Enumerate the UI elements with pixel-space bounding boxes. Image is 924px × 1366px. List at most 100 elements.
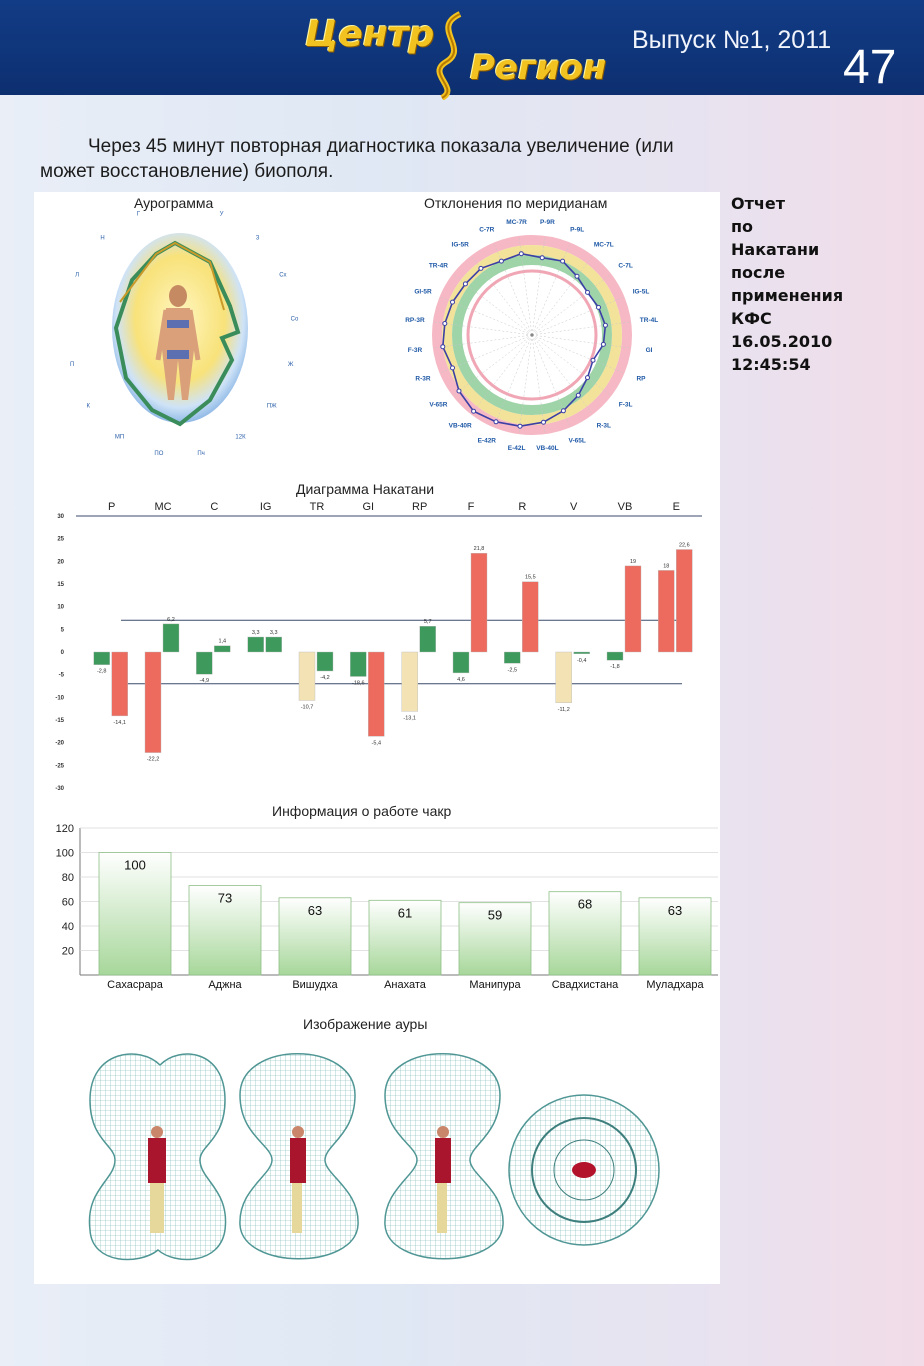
radar-label: VB-40L: [536, 445, 558, 452]
nakatani-value-label: -14,1: [113, 720, 126, 726]
chakra-ytick: 40: [62, 921, 74, 933]
nakatani-category: VB: [618, 501, 633, 513]
issue-label: Выпуск №1, 2011: [632, 26, 832, 54]
radar-label: F-3R: [408, 347, 423, 354]
chakra-value-label: 68: [578, 897, 592, 912]
nakatani-value-label: -4,2: [320, 675, 329, 681]
radar-point: [462, 281, 468, 287]
radar-label: RP-3R: [405, 317, 425, 324]
nakatani-ytick: 15: [57, 582, 64, 588]
auragram-label: Пч: [197, 451, 204, 457]
aura-images: [88, 1053, 660, 1261]
radar-point: [471, 408, 477, 414]
radar-label: TR-4L: [640, 317, 658, 324]
nakatani-value-label: -0,4: [577, 658, 586, 664]
nakatani-bar: [111, 651, 128, 717]
radar-point: [585, 375, 590, 381]
intro-paragraph: Через 45 минут повторная диагностика пок…: [40, 136, 674, 182]
radar-label: IG-5R: [452, 242, 470, 249]
radar-point: [450, 365, 455, 371]
radar-label: C-7R: [479, 227, 494, 234]
nakatani-value-label: -10,7: [301, 705, 314, 711]
nakatani-value-label: 5,7: [424, 619, 432, 625]
chakra-category: Свадхистана: [552, 979, 619, 991]
radar-ring-mid: [442, 245, 622, 425]
aura-outline-gold: [119, 241, 225, 311]
nakatani-bar: [452, 651, 470, 674]
chakra-ytick: 80: [62, 872, 74, 884]
nakatani-bar: [470, 553, 488, 653]
chakra-title: Информация о работе чакр: [272, 803, 452, 819]
nakatani-bar: [144, 651, 162, 753]
auragram-label: У: [220, 211, 224, 217]
logo-word-center: Центр: [305, 14, 435, 55]
radar-label: GI-5R: [414, 288, 432, 295]
radar-point: [575, 392, 581, 398]
radar-point: [456, 388, 462, 394]
nakatani-value-label: -4,9: [200, 678, 209, 684]
nakatani-value-label: 21,8: [474, 546, 485, 552]
radar-point: [493, 419, 499, 425]
radar-label: E-42R: [478, 437, 497, 444]
nakatani-value-label: -13,1: [403, 715, 416, 721]
nakatani-bar: [419, 625, 436, 653]
auragram-label: Н: [100, 236, 104, 242]
chakra-chart: 20 40 60 80 100 120 100 Сахасрара 73 Аджна 63 Вишуд…: [56, 823, 718, 991]
nakatani-category: IG: [260, 501, 272, 513]
chakra-category: Сахасрара: [107, 979, 164, 991]
auragram-label: 12К: [235, 434, 246, 440]
nakatani-ytick: -15: [55, 718, 64, 724]
auragram-label: З: [256, 236, 260, 242]
radar-point: [498, 258, 504, 264]
auragram-label: МП: [115, 434, 124, 440]
radar-label: RP: [636, 376, 646, 383]
radar-label: MC-7L: [594, 242, 614, 249]
nakatani-bar: [504, 651, 521, 664]
radar-point: [541, 419, 546, 425]
nakatani-category: C: [210, 501, 218, 513]
chakra-category: Вишудха: [292, 979, 338, 991]
radar-label: IG-5L: [633, 288, 650, 295]
nakatani-value-label: -5,4: [372, 740, 381, 746]
nakatani-ytick: -30: [55, 786, 64, 792]
chakra-ytick: 120: [56, 823, 74, 835]
nakatani-bar: [247, 636, 264, 653]
radar-point: [560, 258, 566, 264]
nakatani-bar: [162, 623, 180, 653]
nakatani-bar: [368, 651, 385, 737]
nakatani-ytick: 25: [57, 537, 64, 543]
radar-point: [517, 423, 523, 429]
nakatani-ytick: -25: [55, 763, 64, 769]
radar-point: [600, 341, 606, 347]
radar-label: MC-7R: [506, 219, 527, 226]
nakatani-category: R: [518, 501, 526, 513]
nakatani-title: Диаграмма Накатани: [296, 481, 435, 497]
nakatani-category: MC: [154, 501, 171, 513]
meridians-title: Отклонения по меридианам: [424, 195, 608, 211]
auragram-figure: ЦРСУЗСхСоЖПЖ12КПчПОМПКЖППЛНГ: [70, 211, 299, 457]
aura-top-view: [508, 1094, 660, 1246]
radar-point: [574, 273, 580, 279]
chakra-category: Манипура: [469, 979, 521, 991]
radar-label: C-7L: [618, 263, 632, 270]
nakatani-bar: [350, 651, 367, 677]
chakra-category: Муладхара: [646, 979, 704, 991]
nakatani-bar: [676, 549, 693, 653]
auragram-label: ПЖ: [267, 403, 277, 409]
auragram-label: ЖП: [70, 362, 74, 368]
nakatani-category: V: [570, 501, 578, 513]
report-caption-line: после: [731, 263, 786, 282]
radar-point: [602, 322, 608, 328]
nakatani-bar: [298, 651, 316, 701]
radar-label: VB-40R: [449, 422, 472, 429]
radar-point: [590, 357, 596, 363]
nakatani-value-label: 15,5: [525, 575, 536, 581]
meridians-radar: P-9R P-9L MC-7L C-7L IG-5L TR-4L GI RP F-3L R-3L V…: [405, 219, 658, 452]
report-caption-line: применения: [731, 286, 844, 305]
chakra-bar: [458, 902, 532, 976]
chakra-bar: [638, 897, 712, 976]
nakatani-ytick: 20: [57, 559, 64, 565]
nakatani-bar: [522, 581, 539, 653]
auragram-label: Л: [75, 272, 79, 278]
report-caption: Отчет по Накатани после применения КФС 16.05.…: [731, 192, 844, 376]
